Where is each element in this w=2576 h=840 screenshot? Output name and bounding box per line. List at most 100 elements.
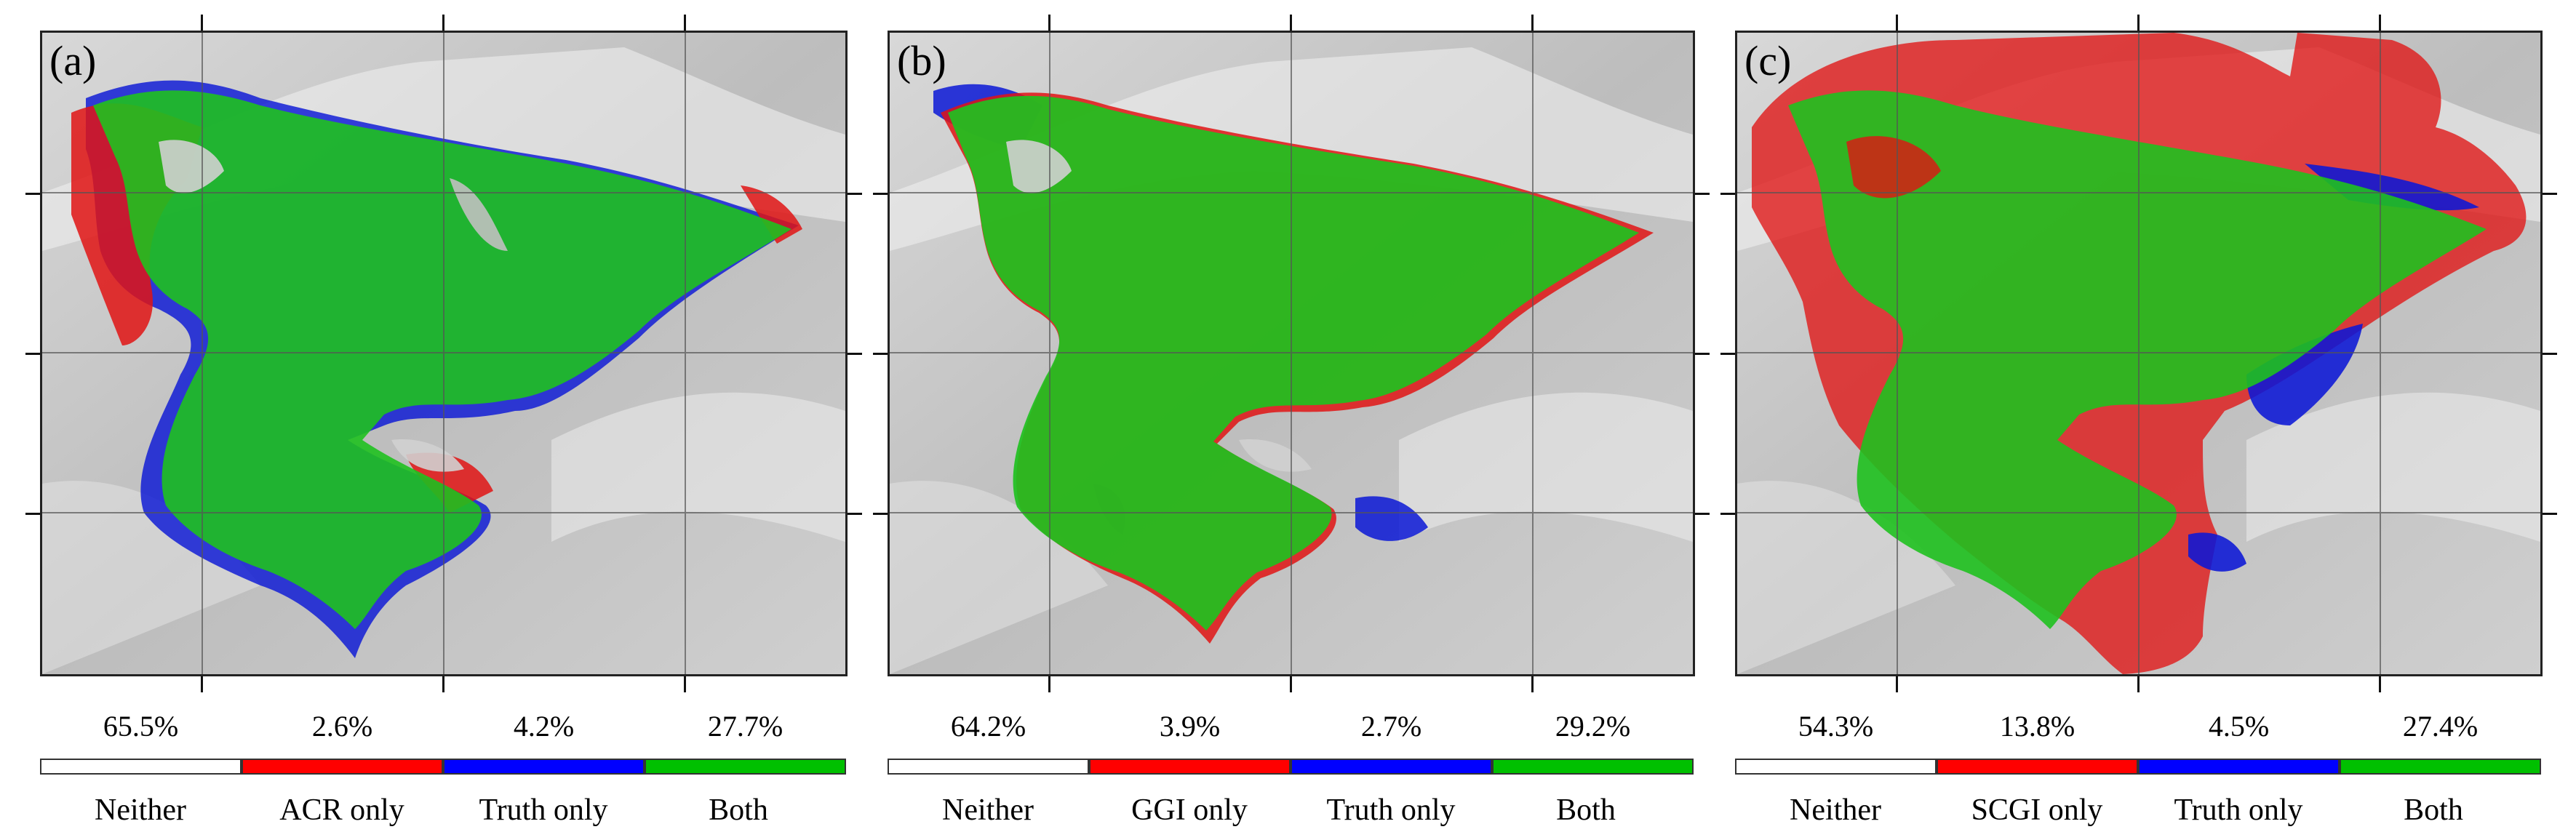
legend-swatch-neither xyxy=(888,759,1089,775)
tick-mark xyxy=(1531,676,1534,692)
tick-mark xyxy=(201,15,203,31)
both-region xyxy=(1788,90,2487,629)
map-frame: (a) xyxy=(40,31,848,676)
ice-free-area xyxy=(1239,439,1312,472)
panel-a: (a) 65.5% 2.6% 4.2% 27.7% Neither ACR on… xyxy=(25,0,862,840)
percent-both: 27.4% xyxy=(2402,710,2479,743)
legend-label-model-only: GGI only xyxy=(1131,793,1248,827)
legend-label-model-only: SCGI only xyxy=(1971,793,2103,827)
graticule xyxy=(890,33,1693,674)
panel-b: (b) 64.2% 3.9% 2.7% 29.2% Neither GGI on… xyxy=(873,0,1710,840)
legend-label-both: Both xyxy=(709,793,768,827)
both-region xyxy=(93,90,791,629)
graticule xyxy=(42,33,845,674)
truth-only-region xyxy=(1355,496,1428,541)
legend-label-model-only: ACR only xyxy=(279,793,404,827)
legend-label-truth-only: Truth only xyxy=(2174,793,2303,827)
tick-mark xyxy=(1290,676,1292,692)
glacier-map xyxy=(890,33,1693,674)
percent-truth-only: 4.5% xyxy=(2208,710,2270,743)
tick-mark xyxy=(442,676,444,692)
tick-mark xyxy=(684,15,686,31)
tick-mark xyxy=(1048,15,1050,31)
panel-letter: (c) xyxy=(1744,37,1792,84)
panel-letter: (b) xyxy=(897,37,946,84)
tick-mark xyxy=(1896,15,1898,31)
legend-swatch-neither xyxy=(1735,759,1937,775)
tick-mark xyxy=(1720,193,1735,195)
legend-swatch-neither xyxy=(40,759,242,775)
glacier-map xyxy=(42,33,845,674)
tick-mark xyxy=(848,353,862,355)
percent-model-only: 13.8% xyxy=(1999,710,2075,743)
tick-mark xyxy=(1720,513,1735,515)
truth-only-region xyxy=(2246,324,2363,425)
tick-mark xyxy=(873,353,888,355)
legend-label-neither: Neither xyxy=(942,793,1034,827)
tick-mark xyxy=(25,353,40,355)
legend-label-neither: Neither xyxy=(1790,793,1881,827)
legend-swatch-both xyxy=(2340,759,2541,775)
legend-label-truth-only: Truth only xyxy=(1326,793,1456,827)
percent-model-only: 2.6% xyxy=(311,710,373,743)
tick-mark xyxy=(442,15,444,31)
tick-mark xyxy=(1048,676,1050,692)
snow-ridge xyxy=(551,392,845,542)
tick-mark xyxy=(1695,353,1710,355)
tick-mark xyxy=(684,676,686,692)
legend-label-both: Both xyxy=(2404,793,2463,827)
panel-letter: (a) xyxy=(49,37,97,84)
graticule xyxy=(1737,33,2540,674)
percent-both: 27.7% xyxy=(707,710,783,743)
both-region xyxy=(948,95,1639,631)
tick-mark xyxy=(848,193,862,195)
snow-ridge xyxy=(42,481,260,674)
ice-free-area xyxy=(450,178,508,251)
legend-label-neither: Neither xyxy=(95,793,186,827)
legend-label-truth-only: Truth only xyxy=(479,793,608,827)
glacier-map xyxy=(1737,33,2540,674)
legend-swatch-model-only xyxy=(242,759,443,775)
tick-mark xyxy=(2543,193,2557,195)
tick-mark xyxy=(2137,15,2140,31)
tick-mark xyxy=(873,193,888,195)
legend-swatch-model-only xyxy=(1089,759,1291,775)
tick-mark xyxy=(2379,676,2381,692)
tick-mark xyxy=(1695,513,1710,515)
legend-swatch-both xyxy=(645,759,846,775)
tick-mark xyxy=(1896,676,1898,692)
snow-ridge xyxy=(890,481,1108,674)
tick-mark xyxy=(873,513,888,515)
snow-ridge xyxy=(2246,392,2540,542)
panel-c: (c) 54.3% 13.8% 4.5% 27.4% Neither SCGI … xyxy=(1720,0,2557,840)
map-frame: (b) xyxy=(888,31,1695,676)
percent-neither: 64.2% xyxy=(950,710,1026,743)
ice-free-area xyxy=(1006,140,1072,193)
ice-free-area xyxy=(391,439,464,472)
tick-mark xyxy=(2379,15,2381,31)
tick-mark xyxy=(25,513,40,515)
legend-swatch-truth-only xyxy=(2138,759,2340,775)
snow-ridge xyxy=(1737,481,1955,674)
ice-free-area xyxy=(159,140,224,193)
truth-only-region xyxy=(2188,532,2246,572)
tick-mark xyxy=(2137,676,2140,692)
percent-both: 29.2% xyxy=(1555,710,1631,743)
tick-mark xyxy=(1531,15,1534,31)
tick-mark xyxy=(2543,513,2557,515)
percent-truth-only: 2.7% xyxy=(1360,710,1422,743)
tick-mark xyxy=(2543,353,2557,355)
model-only-region xyxy=(1846,136,1941,199)
percent-neither: 65.5% xyxy=(103,710,179,743)
tick-mark xyxy=(1720,353,1735,355)
legend-swatch-truth-only xyxy=(1291,759,1492,775)
legend-swatch-both xyxy=(1492,759,1694,775)
percent-neither: 54.3% xyxy=(1798,710,1874,743)
tick-mark xyxy=(1695,193,1710,195)
legend-swatch-model-only xyxy=(1937,759,2138,775)
map-frame: (c) xyxy=(1735,31,2543,676)
legend-swatch-truth-only xyxy=(443,759,645,775)
percent-model-only: 3.9% xyxy=(1159,710,1221,743)
snow-ridge xyxy=(1399,392,1693,542)
tick-mark xyxy=(848,513,862,515)
